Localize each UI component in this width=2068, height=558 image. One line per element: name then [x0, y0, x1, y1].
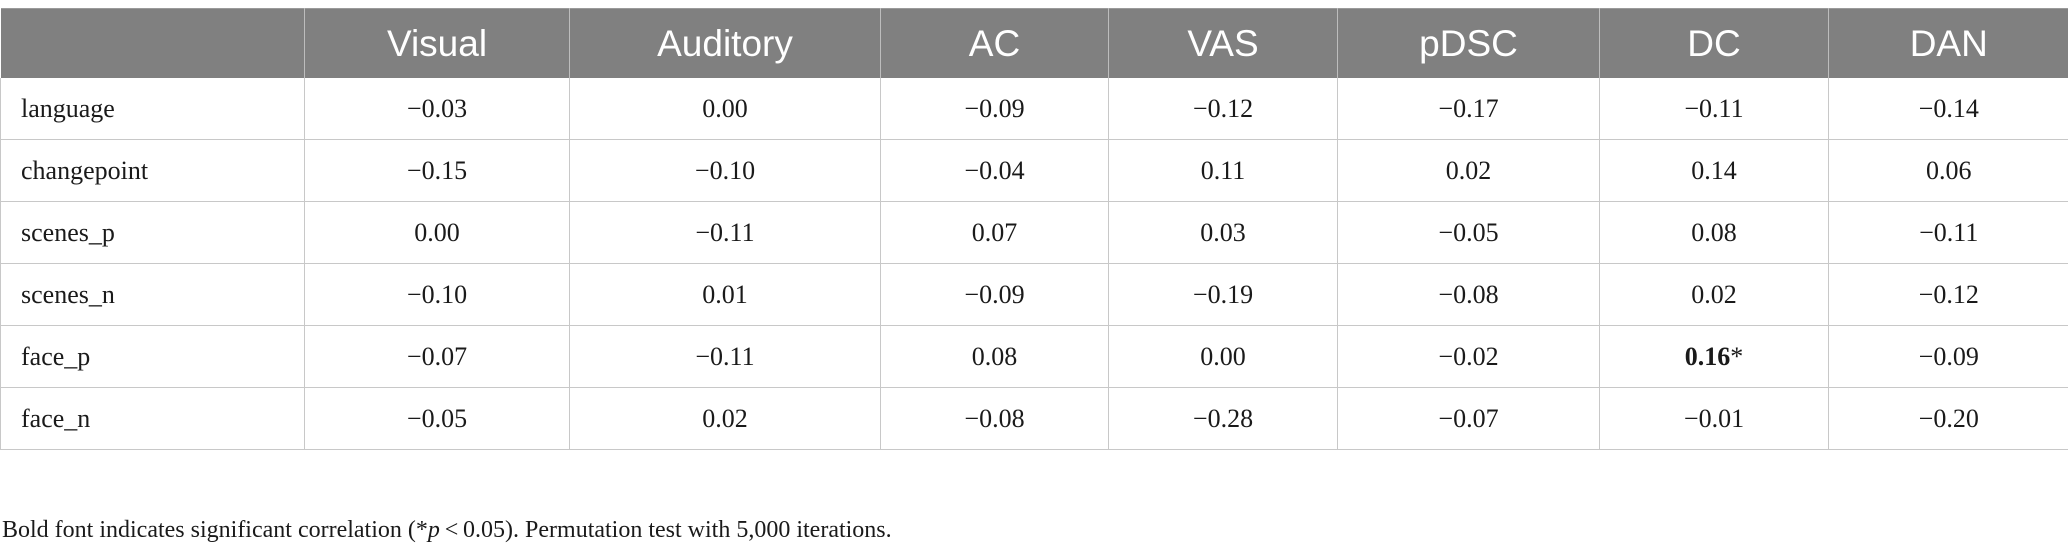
- table-cell: −0.08: [880, 387, 1109, 450]
- table-cell: 0.07: [880, 201, 1109, 264]
- table-cell: 0.02: [1337, 139, 1600, 202]
- table-row: changepoint −0.15 −0.10 −0.04 0.11 0.02 0.14 0.…: [0, 139, 2068, 202]
- significance-mark: *: [1730, 341, 1744, 371]
- table-footnote: Bold font indicates significant correlat…: [2, 517, 892, 544]
- header-ac: AC: [880, 8, 1109, 78]
- table-cell: −0.02: [1337, 325, 1600, 388]
- table-row: face_n −0.05 0.02 −0.08 −0.28 −0.07 −0.01 −0.20: [0, 387, 2068, 450]
- table-cell: −0.09: [1828, 325, 2068, 388]
- table-cell: 0.03: [1108, 201, 1338, 264]
- row-label: changepoint: [0, 139, 305, 202]
- table-cell: −0.05: [304, 387, 570, 450]
- footnote-p-italic: p: [427, 517, 440, 543]
- row-label: scenes_p: [0, 201, 305, 264]
- table-cell: −0.03: [304, 78, 570, 140]
- table-row: language −0.03 0.00 −0.09 −0.12 −0.17 −0.11 −0.…: [0, 78, 2068, 140]
- significant-value: 0.16: [1684, 341, 1731, 371]
- table-cell: −0.11: [569, 325, 881, 388]
- header-auditory: Auditory: [569, 8, 881, 78]
- correlation-table-container: Visual Auditory AC VAS pDSC DC DAN langu…: [0, 8, 2068, 450]
- table-cell: −0.08: [1337, 263, 1600, 326]
- table-cell: −0.11: [1599, 78, 1829, 140]
- header-pdsc: pDSC: [1337, 8, 1600, 78]
- table-cell: 0.08: [880, 325, 1109, 388]
- table-cell: 0.16*: [1599, 325, 1829, 388]
- row-label: face_p: [0, 325, 305, 388]
- table-row: scenes_n −0.10 0.01 −0.09 −0.19 −0.08 0.02 −0.1…: [0, 263, 2068, 326]
- header-dan: DAN: [1828, 8, 2068, 78]
- table-cell: −0.17: [1337, 78, 1600, 140]
- footnote-text-after: < 0.05). Permutation test with 5,000 ite…: [439, 517, 892, 543]
- table-cell: 0.14: [1599, 139, 1829, 202]
- table-cell: −0.28: [1108, 387, 1338, 450]
- row-label: face_n: [0, 387, 305, 450]
- table-cell: −0.07: [304, 325, 570, 388]
- table-cell: −0.11: [1828, 201, 2068, 264]
- table-cell: −0.05: [1337, 201, 1600, 264]
- table-cell: −0.20: [1828, 387, 2068, 450]
- table-cell: −0.19: [1108, 263, 1338, 326]
- footnote-text-before: Bold font indicates significant correlat…: [2, 517, 428, 543]
- table-cell: −0.11: [569, 201, 881, 264]
- table-cell: −0.09: [880, 263, 1109, 326]
- header-row: Visual Auditory AC VAS pDSC DC DAN: [0, 8, 2068, 78]
- table-cell: −0.04: [880, 139, 1109, 202]
- table-cell: −0.14: [1828, 78, 2068, 140]
- correlation-table: Visual Auditory AC VAS pDSC DC DAN langu…: [0, 8, 2068, 450]
- table-cell: 0.06: [1828, 139, 2068, 202]
- table-cell: −0.12: [1828, 263, 2068, 326]
- table-cell: −0.12: [1108, 78, 1338, 140]
- table-row: scenes_p 0.00 −0.11 0.07 0.03 −0.05 0.08 −0.11: [0, 201, 2068, 264]
- table-cell: 0.08: [1599, 201, 1829, 264]
- row-label: scenes_n: [0, 263, 305, 326]
- table-cell: −0.07: [1337, 387, 1600, 450]
- table-cell: −0.10: [569, 139, 881, 202]
- header-vas: VAS: [1108, 8, 1338, 78]
- table-row: face_p −0.07 −0.11 0.08 0.00 −0.02 0.16* −0.09: [0, 325, 2068, 388]
- table-cell: −0.10: [304, 263, 570, 326]
- table-cell: 0.01: [569, 263, 881, 326]
- table-cell: 0.00: [569, 78, 881, 140]
- header-dc: DC: [1599, 8, 1829, 78]
- table-cell: −0.15: [304, 139, 570, 202]
- table-cell: 0.02: [569, 387, 881, 450]
- row-label: language: [0, 78, 305, 140]
- table-cell: 0.11: [1108, 139, 1338, 202]
- table-cell: 0.00: [1108, 325, 1338, 388]
- header-visual: Visual: [304, 8, 570, 78]
- table-cell: 0.00: [304, 201, 570, 264]
- table-cell: 0.02: [1599, 263, 1829, 326]
- table-cell: −0.09: [880, 78, 1109, 140]
- header-corner: [0, 8, 305, 78]
- table-cell: −0.01: [1599, 387, 1829, 450]
